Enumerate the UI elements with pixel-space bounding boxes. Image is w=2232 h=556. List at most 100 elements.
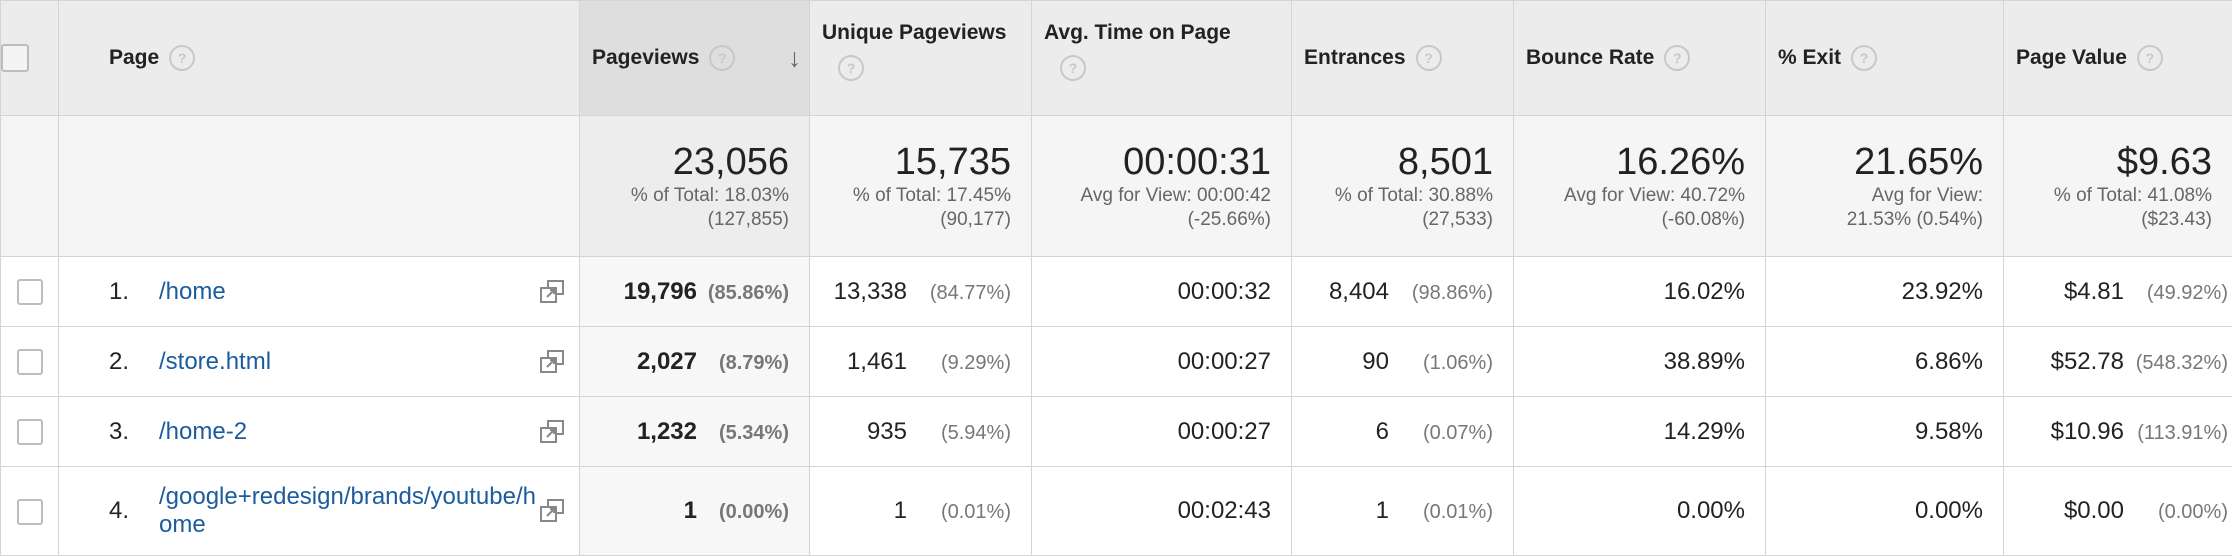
bounce-value: 16.02% <box>1664 278 1745 306</box>
page-cell: 2. /store.html <box>59 327 580 397</box>
total-note: 21.53% (0.54%) <box>1774 208 1983 232</box>
unique-pct: (84.77%) <box>911 282 1011 305</box>
help-icon[interactable]: ? <box>1416 45 1442 71</box>
avg-time-cell: 00:00:32 <box>1032 257 1292 327</box>
total-value: $9.63 <box>2012 140 2212 184</box>
total-note: (27,533) <box>1300 208 1493 232</box>
total-note: Avg for View: 40.72% <box>1522 184 1745 208</box>
col-bounce-rate[interactable]: Bounce Rate? <box>1514 1 1766 116</box>
total-value: 23,056 <box>588 140 789 184</box>
help-icon[interactable]: ? <box>838 55 864 81</box>
total-note: (90,177) <box>818 208 1011 232</box>
bounce-cell: 38.89% <box>1514 327 1766 397</box>
pageviews-value: 2,027 <box>637 348 697 376</box>
page-link[interactable]: /home-2 <box>159 418 549 446</box>
page-cell: 4./google+redesign/brands/youtube/home <box>59 467 580 556</box>
avg-time-cell: 00:02:43 <box>1032 467 1292 556</box>
totals-row: 23,056 % of Total: 18.03% (127,855) 15,7… <box>1 116 2232 257</box>
help-icon[interactable]: ? <box>1060 55 1086 81</box>
page-cell: 3. /home-2 <box>59 397 580 467</box>
page-value-pct: (548.32%) <box>2128 352 2228 375</box>
page-value-cell: $10.96(113.91%) <box>2004 397 2232 467</box>
row-checkbox[interactable] <box>17 499 43 525</box>
bounce-value: 38.89% <box>1664 348 1745 376</box>
row-checkbox[interactable] <box>17 419 43 445</box>
page-link[interactable]: /google+redesign/brands/youtube/home <box>159 483 549 539</box>
col-entrances[interactable]: Entrances? <box>1292 1 1514 116</box>
entrances-pct: (0.07%) <box>1393 422 1493 445</box>
total-note: (-25.66%) <box>1040 208 1271 232</box>
page-value-cell: $0.00(0.00%) <box>2004 467 2232 556</box>
row-checkbox[interactable] <box>17 279 43 305</box>
entrances-cell: 8,404(98.86%) <box>1292 257 1514 327</box>
col-exit[interactable]: % Exit? <box>1766 1 2004 116</box>
col-pageviews[interactable]: Pageviews? ↓ <box>580 1 810 116</box>
unique-value: 1 <box>894 497 907 525</box>
total-avg-time: 00:00:31 Avg for View: 00:00:42 (-25.66%… <box>1032 116 1292 257</box>
avg-time-value: 00:00:32 <box>1178 278 1271 306</box>
exit-cell: 23.92% <box>1766 257 2004 327</box>
help-icon[interactable]: ? <box>169 45 195 71</box>
row-index: 3. <box>79 418 129 446</box>
bounce-cell: 16.02% <box>1514 257 1766 327</box>
page-value-value: $0.00 <box>2064 497 2124 525</box>
entrances-value: 1 <box>1376 497 1389 525</box>
col-exit-label: % Exit <box>1778 46 1841 70</box>
external-link-icon[interactable] <box>539 349 565 375</box>
exit-cell: 6.86% <box>1766 327 2004 397</box>
unique-pct: (9.29%) <box>911 352 1011 375</box>
pageviews-cell: 1,232(5.34%) <box>580 397 810 467</box>
external-link-icon[interactable] <box>539 279 565 305</box>
unique-cell: 1,461(9.29%) <box>810 327 1032 397</box>
total-unique-pageviews: 15,735 % of Total: 17.45% (90,177) <box>810 116 1032 257</box>
total-note: % of Total: 17.45% <box>818 184 1011 208</box>
col-entrances-label: Entrances <box>1304 46 1406 70</box>
pageviews-pct: (85.86%) <box>701 282 789 305</box>
row-index: 2. <box>79 348 129 376</box>
avg-time-value: 00:02:43 <box>1178 497 1271 525</box>
row-select-cell <box>1 397 59 467</box>
external-link-icon[interactable] <box>539 419 565 445</box>
help-icon[interactable]: ? <box>2137 45 2163 71</box>
header-row: Page? Pageviews? ↓ Unique Pageviews ? Av… <box>1 1 2232 116</box>
page-value-cell: $52.78(548.32%) <box>2004 327 2232 397</box>
exit-cell: 9.58% <box>1766 397 2004 467</box>
col-page-value[interactable]: Page Value? <box>2004 1 2232 116</box>
row-select-cell <box>1 327 59 397</box>
exit-value: 6.86% <box>1915 348 1983 376</box>
sort-desc-icon[interactable]: ↓ <box>788 43 801 74</box>
col-unique-pageviews[interactable]: Unique Pageviews ? <box>810 1 1032 116</box>
col-page-label: Page <box>109 46 159 70</box>
select-all-checkbox[interactable] <box>1 44 29 72</box>
help-icon[interactable]: ? <box>1851 45 1877 71</box>
total-value: 15,735 <box>818 140 1011 184</box>
table-row: 2./store.html 2,027(8.79%) 1,461(9.29%) … <box>1 327 2232 397</box>
external-link-icon[interactable] <box>539 498 565 524</box>
table-row: 4./google+redesign/brands/youtube/home 1… <box>1 467 2232 556</box>
pageviews-pct: (0.00%) <box>701 501 789 524</box>
exit-value: 0.00% <box>1915 497 1983 525</box>
help-icon[interactable]: ? <box>1664 45 1690 71</box>
col-avg-time[interactable]: Avg. Time on Page ? <box>1032 1 1292 116</box>
page-value-pct: (0.00%) <box>2128 501 2228 524</box>
unique-value: 13,338 <box>834 278 907 306</box>
total-note: ($23.43) <box>2012 208 2212 232</box>
page-link[interactable]: /home <box>159 278 549 306</box>
total-value: 16.26% <box>1522 140 1745 184</box>
exit-cell: 0.00% <box>1766 467 2004 556</box>
help-icon[interactable]: ? <box>709 45 735 71</box>
page-link[interactable]: /store.html <box>159 348 549 376</box>
bounce-cell: 0.00% <box>1514 467 1766 556</box>
avg-time-value: 00:00:27 <box>1178 348 1271 376</box>
col-page[interactable]: Page? <box>59 1 580 116</box>
row-checkbox[interactable] <box>17 349 43 375</box>
avg-time-cell: 00:00:27 <box>1032 397 1292 467</box>
total-note: (-60.08%) <box>1522 208 1745 232</box>
pageviews-value: 19,796 <box>624 278 697 306</box>
entrances-pct: (0.01%) <box>1393 501 1493 524</box>
page-value-pct: (49.92%) <box>2128 282 2228 305</box>
total-value: 8,501 <box>1300 140 1493 184</box>
col-unique-pageviews-label: Unique Pageviews <box>822 21 1006 45</box>
select-all-cell <box>1 1 59 116</box>
col-pageviews-label: Pageviews <box>592 46 699 70</box>
